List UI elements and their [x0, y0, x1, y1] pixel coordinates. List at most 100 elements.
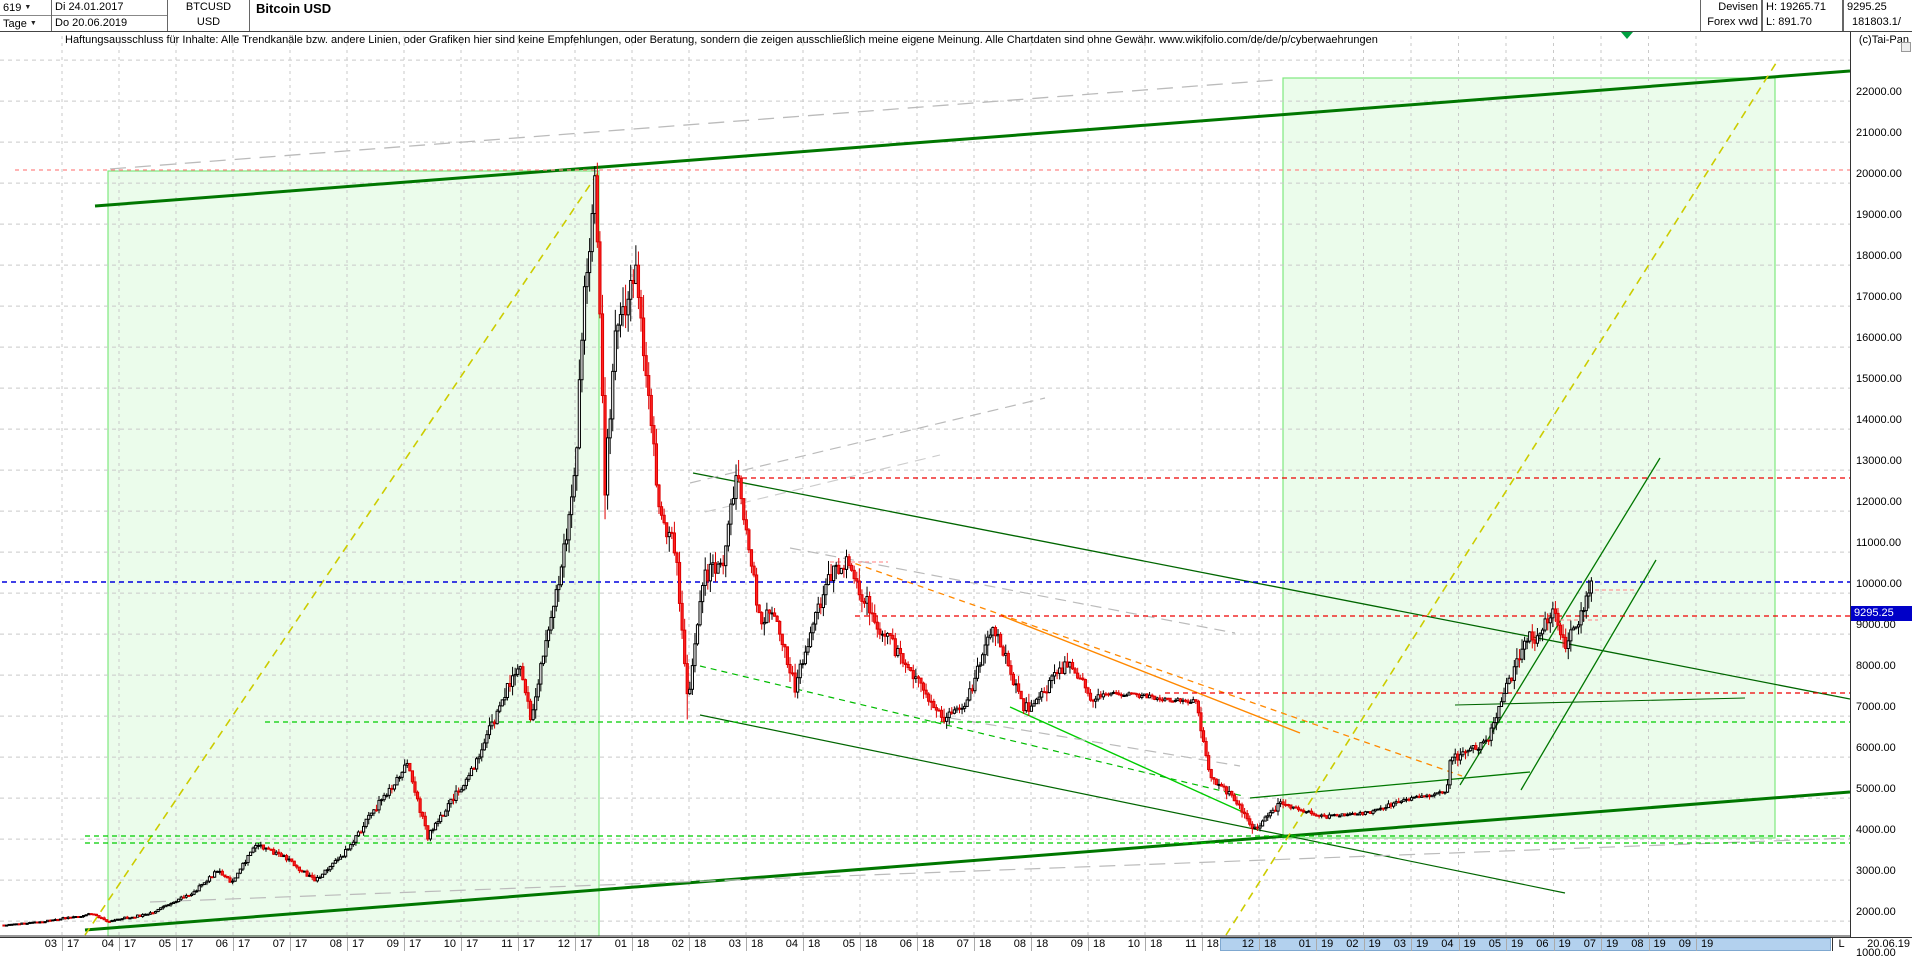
- period-dropdown[interactable]: Tage ▼: [0, 16, 51, 31]
- price-tick-label: 13000.00: [1856, 455, 1902, 468]
- feed-label: Forex vwd: [1707, 16, 1758, 28]
- month-tick: [119, 938, 120, 951]
- price-tick-label: 4000.00: [1856, 824, 1896, 837]
- price-tick-label: 15000.00: [1856, 373, 1902, 386]
- price-tick-label: 10000.00: [1856, 578, 1902, 591]
- month-label: 12 17: [557, 938, 593, 950]
- month-label: 02 18: [671, 938, 707, 950]
- price-tick-label: 2000.00: [1856, 906, 1896, 919]
- month-label: 11 17: [501, 938, 535, 950]
- month-tick: [1145, 938, 1146, 951]
- price-tick-label: 3000.00: [1856, 865, 1896, 878]
- price-tick-label: 9000.00: [1856, 619, 1896, 632]
- instrument-title: Bitcoin USD: [256, 1, 332, 16]
- month-tick: [1411, 938, 1412, 951]
- symbol-label: BTCUSD: [185, 1, 232, 13]
- month-label: 06 19: [1536, 938, 1571, 950]
- month-label: 08 17: [329, 938, 365, 950]
- month-label: 05 18: [842, 938, 878, 950]
- copyright-label: (c)Tai-Pan: [1858, 34, 1909, 46]
- month-label: 05 17: [158, 938, 194, 950]
- price-tick-label: 22000.00: [1856, 86, 1902, 99]
- month-tick: [404, 938, 405, 951]
- price-tick-label: 11000.00: [1856, 537, 1902, 550]
- month-tick: [1458, 938, 1460, 951]
- last-price-value: 9295.25: [1847, 1, 1887, 13]
- month-tick: [575, 938, 576, 951]
- month-tick: [290, 938, 291, 951]
- volume-value: 181803.1/: [1852, 16, 1901, 28]
- price-tick-label: 6000.00: [1856, 742, 1896, 755]
- month-tick: [1696, 938, 1697, 951]
- month-tick: [176, 938, 177, 951]
- month-tick: [1648, 938, 1650, 951]
- month-tick: [974, 938, 975, 951]
- market-cell: Devisen Forex vwd: [1700, 0, 1762, 31]
- month-tick: [1363, 938, 1365, 951]
- month-label: 04 17: [101, 938, 137, 950]
- month-tick: [1316, 938, 1317, 951]
- last-flag-label: L: [1832, 938, 1850, 951]
- month-label: 08 19: [1631, 938, 1666, 950]
- price-tick-label: 21000.00: [1856, 127, 1902, 140]
- market-label: Devisen: [1718, 1, 1758, 13]
- month-tick: [1031, 938, 1032, 951]
- month-label: 05 19: [1488, 938, 1524, 950]
- month-tick: [1601, 938, 1602, 951]
- month-label: 08 18: [1013, 938, 1049, 950]
- last-price-cell: 9295.25 181803.1/: [1843, 0, 1912, 31]
- month-tick: [746, 938, 747, 951]
- month-tick: [1259, 938, 1260, 951]
- month-label: 01 19: [1298, 938, 1334, 950]
- month-tick: [860, 938, 861, 951]
- bars-count-value: 619: [3, 2, 22, 14]
- month-tick: [1202, 938, 1203, 951]
- month-tick: [62, 938, 63, 951]
- low-value: L: 891.70: [1766, 16, 1812, 28]
- gridlines: [0, 36, 1850, 936]
- candlestick-chart: [0, 36, 1850, 937]
- chevron-down-icon: ▼: [29, 20, 37, 27]
- month-label: 07 19: [1583, 938, 1619, 950]
- header-divider: [0, 31, 1912, 32]
- candle-series: [2, 162, 1593, 927]
- month-tick: [917, 938, 918, 951]
- month-label: 03 19: [1393, 938, 1429, 950]
- month-label: 06 18: [899, 938, 935, 950]
- chart-canvas[interactable]: [0, 32, 1850, 952]
- month-label: 07 18: [956, 938, 992, 950]
- price-axis-line: [1850, 32, 1851, 952]
- month-label: 06 17: [215, 938, 251, 950]
- price-tick-label: 1000.00: [1856, 947, 1896, 960]
- selected-range-highlight: [1220, 938, 1831, 951]
- month-tick: [461, 938, 462, 951]
- chevron-down-icon: ▼: [24, 4, 32, 11]
- month-label: 04 18: [785, 938, 821, 950]
- month-label: 09 18: [1070, 938, 1106, 950]
- month-tick: [518, 938, 519, 951]
- month-label: 04 19: [1441, 938, 1476, 950]
- month-label: 03 17: [44, 938, 80, 950]
- month-tick: [1506, 938, 1507, 951]
- month-tick: [689, 938, 690, 951]
- resize-grip-icon[interactable]: [1901, 42, 1911, 52]
- marker-triangle-icon: [1621, 32, 1633, 39]
- bar-settings-cell: 619 ▼ Tage ▼: [0, 0, 52, 31]
- price-tick-label: 8000.00: [1856, 660, 1896, 673]
- trend-regions: [107, 77, 1776, 937]
- month-tick: [347, 938, 348, 951]
- month-label: 12 18: [1241, 938, 1277, 950]
- month-tick: [632, 938, 633, 951]
- month-label: 09 17: [386, 938, 422, 950]
- price-tick-label: 16000.00: [1856, 332, 1902, 345]
- month-tick: [1088, 938, 1089, 951]
- month-label: 07 17: [272, 938, 308, 950]
- price-tick-label: 17000.00: [1856, 291, 1902, 304]
- bars-count-dropdown[interactable]: 619 ▼: [0, 0, 51, 16]
- price-tick-label: 14000.00: [1856, 414, 1902, 427]
- month-tick: [803, 938, 804, 951]
- price-tick-label: 5000.00: [1856, 783, 1896, 796]
- price-tick-label: 7000.00: [1856, 701, 1896, 714]
- date-to[interactable]: Do 20.06.2019: [55, 17, 128, 29]
- date-from[interactable]: Di 24.01.2017: [52, 0, 167, 16]
